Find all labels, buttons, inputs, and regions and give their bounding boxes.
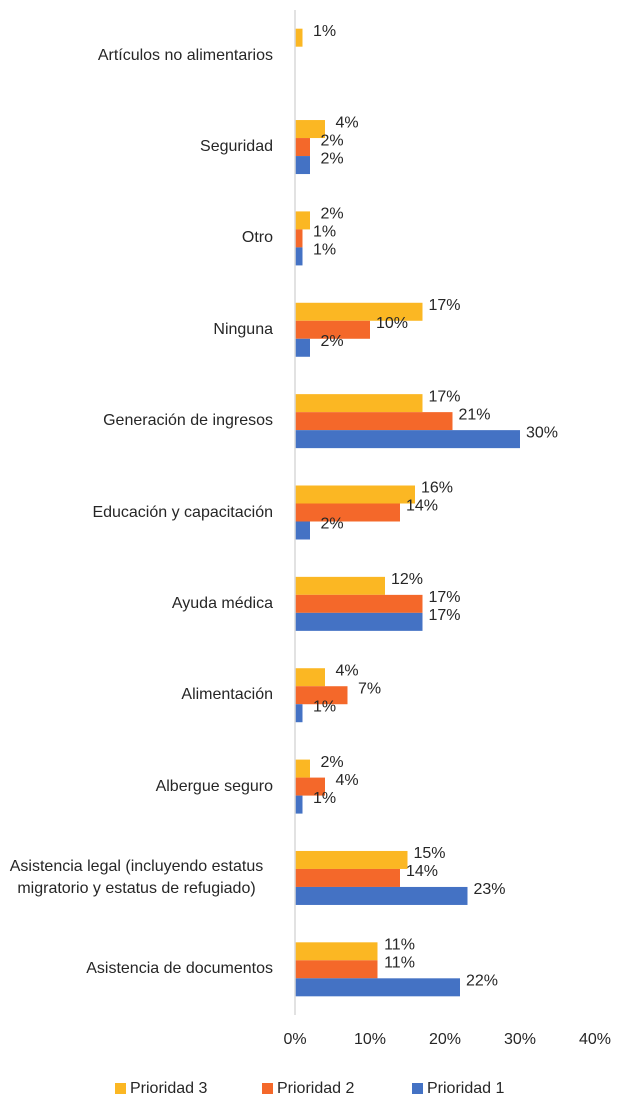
bar xyxy=(295,668,325,687)
category-label: Educación y capacitación xyxy=(92,503,273,521)
legend-swatch xyxy=(412,1083,423,1094)
bar xyxy=(295,960,378,979)
bar xyxy=(295,338,310,357)
value-label: 17% xyxy=(428,297,460,314)
value-label: 4% xyxy=(335,114,358,131)
bar xyxy=(295,430,520,449)
category-label: Seguridad xyxy=(200,138,273,156)
value-label: 1% xyxy=(313,698,336,715)
x-tick-label: 0% xyxy=(283,1031,306,1048)
value-label: 23% xyxy=(473,881,505,898)
value-label: 1% xyxy=(313,790,336,807)
legend-label: Prioridad 2 xyxy=(277,1080,354,1097)
value-label: 30% xyxy=(526,424,558,441)
value-label: 7% xyxy=(358,680,381,697)
bar xyxy=(295,795,303,814)
bar xyxy=(295,302,423,321)
bar xyxy=(295,942,378,961)
value-label: 2% xyxy=(320,150,343,167)
value-label: 22% xyxy=(466,973,498,990)
category-label: Alimentación xyxy=(181,686,273,704)
category-label: Ayuda médica xyxy=(171,594,273,612)
bar xyxy=(295,886,468,905)
category-label: Asistencia de documentos xyxy=(86,960,273,978)
bar xyxy=(295,211,310,230)
x-tick-label: 10% xyxy=(354,1031,386,1048)
bar xyxy=(295,686,348,705)
bar xyxy=(295,777,325,796)
category-label: Otro xyxy=(241,229,273,247)
bar xyxy=(295,229,303,248)
x-tick-label: 20% xyxy=(429,1031,461,1048)
value-label: 2% xyxy=(320,206,343,223)
value-label: 2% xyxy=(320,132,343,149)
category-label: Generación de ingresos xyxy=(103,412,273,430)
value-label: 1% xyxy=(313,242,336,259)
bar xyxy=(295,247,303,266)
value-label: 1% xyxy=(313,23,336,40)
bar xyxy=(295,850,408,869)
value-label: 16% xyxy=(421,480,453,497)
value-label: 11% xyxy=(384,937,415,954)
category-label: Artículos no alimentarios xyxy=(97,46,273,64)
bar xyxy=(295,120,325,139)
bar xyxy=(295,704,303,723)
bar xyxy=(295,28,303,47)
bar xyxy=(295,394,423,413)
value-label: 12% xyxy=(391,571,423,588)
value-label: 2% xyxy=(320,516,343,533)
legend-label: Prioridad 1 xyxy=(427,1080,504,1097)
bar xyxy=(295,485,415,504)
value-label: 2% xyxy=(320,754,343,771)
value-label: 4% xyxy=(335,772,358,789)
value-label: 17% xyxy=(428,388,460,405)
category-label: Asistencia legal (incluyendo estatus mig… xyxy=(9,857,264,897)
value-label: 14% xyxy=(406,863,438,880)
bar xyxy=(295,978,460,997)
x-tick-label: 30% xyxy=(504,1031,536,1048)
value-label: 15% xyxy=(413,845,445,862)
value-label: 2% xyxy=(320,333,343,350)
bar xyxy=(295,521,310,540)
bar xyxy=(295,503,400,522)
value-label: 1% xyxy=(313,224,336,241)
category-label: Ninguna xyxy=(213,320,273,338)
value-label: 11% xyxy=(384,955,415,972)
bar xyxy=(295,759,310,778)
value-label: 4% xyxy=(335,662,358,679)
value-label: 17% xyxy=(428,589,460,606)
bar xyxy=(295,868,400,887)
bar xyxy=(295,138,310,157)
bar xyxy=(295,594,423,613)
bar xyxy=(295,156,310,175)
legend-swatch xyxy=(262,1083,273,1094)
bar xyxy=(295,576,385,595)
legend-swatch xyxy=(115,1083,126,1094)
value-label: 14% xyxy=(406,498,438,515)
value-label: 10% xyxy=(376,315,408,332)
bar xyxy=(295,612,423,631)
x-tick-label: 40% xyxy=(579,1031,611,1048)
bar xyxy=(295,412,453,431)
legend-label: Prioridad 3 xyxy=(130,1080,207,1097)
value-label: 17% xyxy=(428,607,460,624)
category-label: Albergue seguro xyxy=(155,777,273,795)
bar xyxy=(295,320,370,339)
value-label: 21% xyxy=(458,406,490,423)
